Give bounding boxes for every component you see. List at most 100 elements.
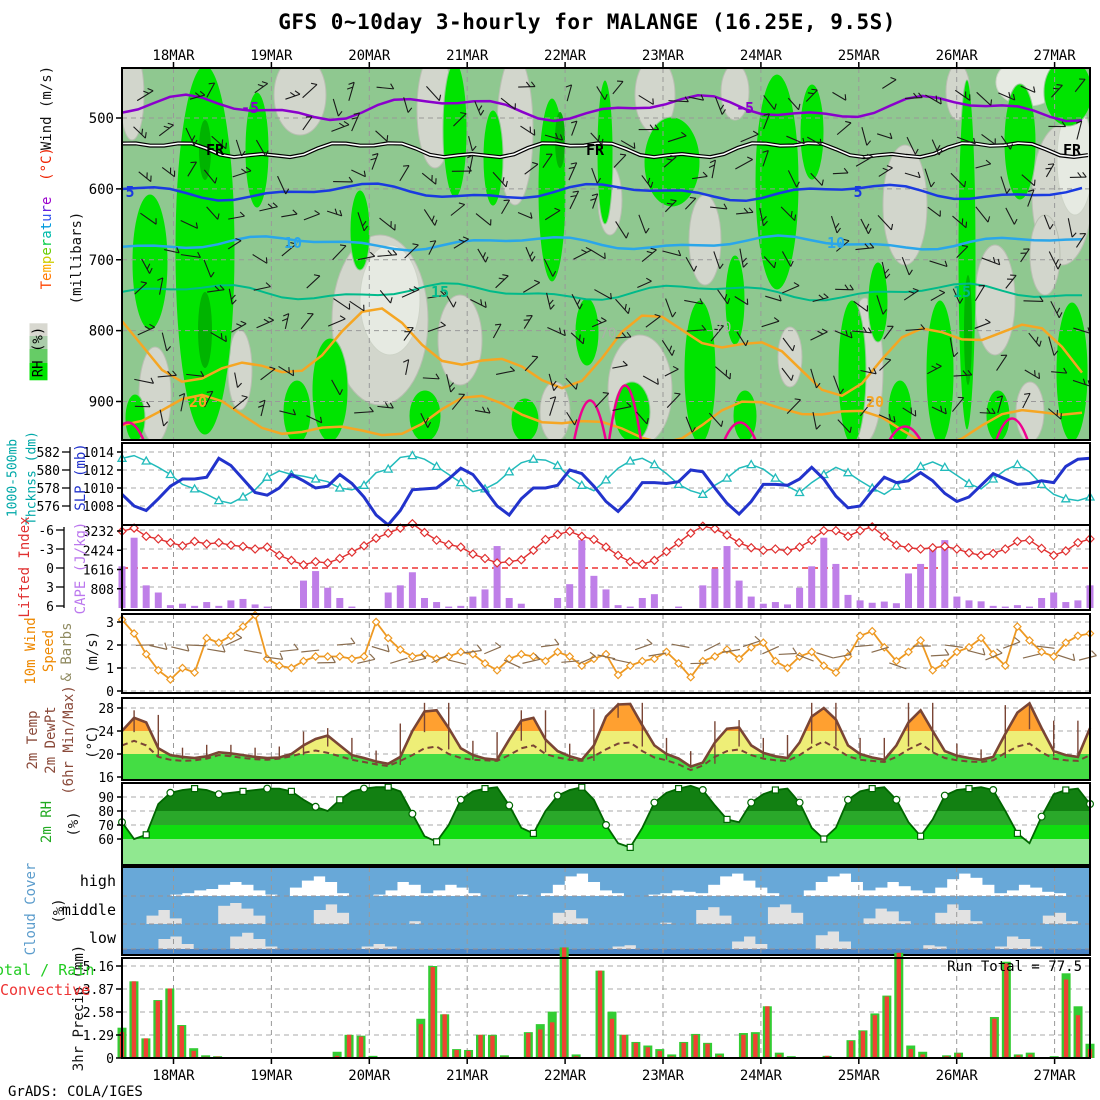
axis-label-rh-unit: (%): [66, 811, 82, 837]
axis-label-cloud-cover: Cloud Cover: [23, 862, 39, 956]
svg-text:60: 60: [98, 833, 114, 848]
svg-text:0: 0: [106, 685, 114, 700]
svg-text:3: 3: [106, 616, 114, 631]
svg-text:26MAR: 26MAR: [936, 48, 979, 64]
axis-label-wind: Wind (m/s): [39, 65, 55, 151]
svg-text:21MAR: 21MAR: [446, 48, 489, 64]
axis-label-2m-temp: 2m Temp: [25, 710, 41, 770]
svg-text:700: 700: [89, 253, 114, 269]
svg-text:576: 576: [37, 500, 60, 515]
axis-label-speed: Speed: [41, 629, 57, 673]
svg-text:80: 80: [98, 805, 114, 820]
cloud-row-middle: middle: [61, 901, 116, 919]
svg-text:27MAR: 27MAR: [1034, 48, 1077, 64]
axis-label-slp: SLP (mb): [73, 443, 89, 511]
svg-text:20: 20: [866, 393, 884, 411]
svg-text:16: 16: [98, 771, 114, 786]
svg-text:-3: -3: [38, 543, 54, 558]
date-axis: 18MAR 18MAR 19MAR 19MAR 20MAR 20MAR 21MAR 21MAR…: [152, 48, 1076, 1084]
svg-text:18MAR: 18MAR: [152, 1068, 195, 1084]
svg-text:5.16: 5.16: [83, 960, 114, 975]
svg-text:1014: 1014: [83, 446, 114, 461]
svg-text:600: 600: [89, 182, 114, 198]
svg-text:10: 10: [827, 234, 845, 252]
svg-text:25MAR: 25MAR: [838, 48, 881, 64]
axis-label-thickness-1: 1000-500mb: [5, 438, 21, 518]
svg-text:-5: -5: [241, 99, 259, 117]
svg-text:24MAR: 24MAR: [740, 1068, 783, 1084]
axis-label-2m-rh: 2m RH: [39, 800, 55, 844]
svg-text:15: 15: [431, 283, 449, 301]
panel-10m-wind: 3 2 1 0: [106, 610, 1097, 700]
svg-text:1008: 1008: [83, 500, 114, 515]
svg-text:21MAR: 21MAR: [446, 1068, 489, 1084]
legend-convective: Convective: [0, 981, 91, 999]
svg-text:1: 1: [106, 662, 114, 677]
panel-precip: 5.16 3.87 2.58 1.29 0: [83, 947, 1095, 1067]
legend-total-rain: Total / Rain: [0, 961, 95, 979]
svg-text:0: 0: [106, 1052, 114, 1067]
svg-text:1012: 1012: [83, 464, 114, 479]
svg-text:23MAR: 23MAR: [642, 48, 685, 64]
svg-text:26MAR: 26MAR: [936, 1068, 979, 1084]
svg-text:19MAR: 19MAR: [250, 48, 293, 64]
svg-text:2: 2: [106, 639, 114, 654]
page-title: GFS 0~10day 3-hourly for MALANGE (16.25E…: [278, 10, 896, 34]
svg-text:18MAR: 18MAR: [152, 48, 195, 64]
panel-slp-thickness: 582 580 578 576 1014 1012 1010 1008: [37, 442, 1096, 527]
svg-text:1616: 1616: [83, 564, 114, 579]
svg-text:580: 580: [37, 464, 60, 479]
svg-text:20MAR: 20MAR: [348, 1068, 391, 1084]
panel-2m-temp: 28 24 20 16: [98, 697, 1092, 786]
svg-text:1.29: 1.29: [83, 1029, 114, 1044]
svg-text:-6: -6: [38, 524, 54, 539]
svg-text:70: 70: [98, 819, 114, 834]
panel-upper-air: -5 -5 5 5 10 10 15 15 FR FR FR 20 20 70 70 500 600 700 800…: [89, 67, 1091, 441]
svg-text:25MAR: 25MAR: [838, 1068, 881, 1084]
svg-text:22MAR: 22MAR: [544, 48, 587, 64]
run-total-label: Run Total = 77.5: [947, 959, 1082, 975]
axis-label-2m-dewpt: 2m DewPt: [43, 706, 59, 774]
axis-label-degc-unit: (°C): [85, 725, 101, 759]
svg-text:27MAR: 27MAR: [1034, 1068, 1077, 1084]
axis-label-thickness-2: Thcknss (dm): [24, 431, 40, 525]
svg-text:808: 808: [91, 583, 114, 598]
svg-text:22MAR: 22MAR: [544, 1068, 587, 1084]
svg-text:FR: FR: [1063, 141, 1082, 159]
svg-text:20: 20: [189, 393, 207, 411]
axis-label-10m-wind: 10m Wind: [23, 617, 39, 685]
svg-text:10: 10: [284, 234, 302, 252]
svg-text:90: 90: [98, 791, 114, 806]
svg-text:23MAR: 23MAR: [642, 1068, 685, 1084]
svg-text:24MAR: 24MAR: [740, 48, 783, 64]
svg-text:3.87: 3.87: [83, 983, 114, 998]
svg-text:900: 900: [89, 395, 114, 411]
svg-text:20MAR: 20MAR: [348, 48, 391, 64]
axis-label-rh-shading: RH (%): [28, 323, 48, 381]
svg-text:19MAR: 19MAR: [250, 1068, 293, 1084]
svg-text:6: 6: [46, 600, 54, 615]
svg-text:3232: 3232: [83, 525, 114, 540]
cloud-row-low: low: [88, 929, 116, 947]
axis-label-cape: CAPE (J/kg): [73, 521, 89, 615]
svg-text:FR: FR: [206, 141, 225, 159]
axis-label-millibars: (millibars): [69, 211, 85, 305]
axis-label-ms-unit: (m/s): [85, 630, 101, 674]
axis-label-minmax: (6hr Min/Max): [61, 685, 77, 795]
svg-text:28: 28: [98, 702, 114, 717]
svg-text:3: 3: [46, 581, 54, 596]
panel-cape-li: -6 -3 0 3 6 3232 2424 1616 808: [38, 518, 1095, 615]
svg-text:582: 582: [37, 446, 60, 461]
svg-text:70: 70: [715, 320, 732, 336]
svg-text:800: 800: [89, 324, 114, 340]
svg-text:500: 500: [89, 111, 114, 127]
svg-text:20: 20: [98, 748, 114, 763]
svg-text:24: 24: [98, 725, 114, 740]
axis-label-lifted-index: Lifted Index: [17, 516, 33, 618]
grads-credit: GrADS: COLA/IGES: [8, 1084, 143, 1100]
axis-label-temp-unit: (°C): [39, 147, 55, 181]
svg-text:0: 0: [46, 562, 54, 577]
axis-label-temperature: Temperature: [39, 196, 55, 290]
